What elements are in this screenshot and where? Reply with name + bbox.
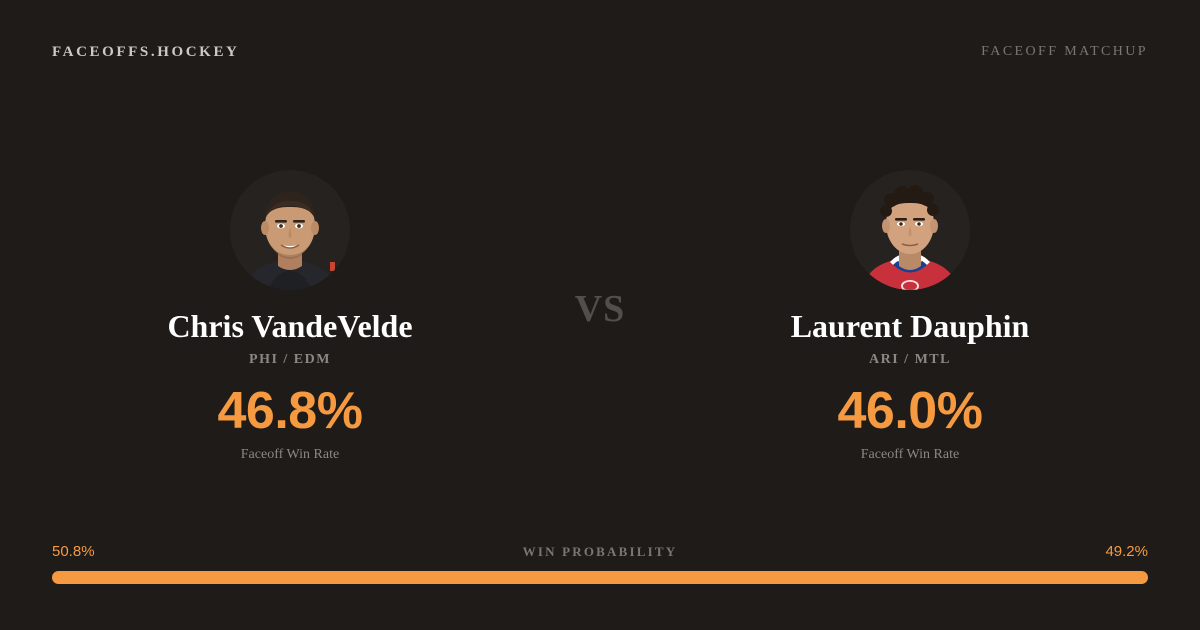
headshot-left-icon: [230, 170, 350, 290]
player-teams-left: PHI / EDM: [249, 351, 331, 367]
site-logo[interactable]: FACEOFFS.HOCKEY: [52, 43, 240, 60]
player-teams-right: ARI / MTL: [869, 351, 951, 367]
player-avatar-right: [850, 170, 970, 290]
vs-divider: VS: [540, 150, 660, 331]
win-probability-section: 50.8% WIN PROBABILITY 49.2%: [52, 543, 1148, 584]
player-name-left: Chris VandeVelde: [167, 308, 413, 344]
player-faceoff-label-left: Faceoff Win Rate: [240, 446, 340, 462]
win-probability-title: WIN PROBABILITY: [522, 543, 678, 559]
win-probability-bar-right-fill: [608, 571, 1148, 584]
vs-label: VS: [574, 288, 626, 330]
player-faceoff-label-right: Faceoff Win Rate: [860, 446, 960, 462]
player-faceoff-pct-left: 46.8%: [217, 381, 363, 440]
headshot-right-icon: [850, 170, 970, 290]
win-probability-left-value: 50.8%: [52, 543, 95, 560]
player-card-left[interactable]: Chris VandeVelde PHI / EDM 46.8% Faceoff…: [40, 150, 540, 463]
player-avatar-left: [230, 170, 350, 290]
win-probability-bar[interactable]: [52, 571, 1148, 584]
win-probability-right-value: 49.2%: [1105, 543, 1148, 560]
win-probability-bar-left-fill: [52, 571, 609, 584]
matchup-section: Chris VandeVelde PHI / EDM 46.8% Faceoff…: [0, 150, 1200, 480]
player-name-right: Laurent Dauphin: [790, 308, 1030, 344]
player-card-right[interactable]: Laurent Dauphin ARI / MTL 46.0% Faceoff …: [660, 150, 1160, 463]
header-tagline: FACEOFF MATCHUP: [981, 44, 1148, 59]
page-header: FACEOFFS.HOCKEY FACEOFF MATCHUP: [0, 0, 1200, 104]
win-probability-labels: 50.8% WIN PROBABILITY 49.2%: [52, 543, 1148, 560]
player-faceoff-pct-right: 46.0%: [837, 381, 983, 440]
